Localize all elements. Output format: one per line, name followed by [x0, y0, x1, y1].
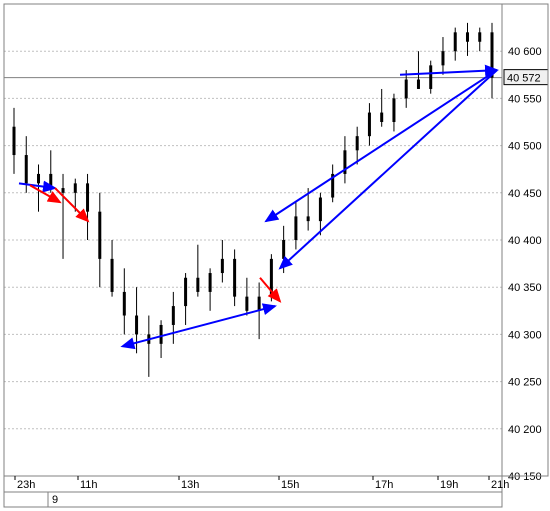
candle-body: [160, 325, 163, 344]
candle-body: [111, 259, 114, 292]
candle-body: [98, 212, 101, 259]
y-axis-label: 40 150: [508, 471, 542, 483]
candle-body: [13, 127, 16, 155]
candle-body: [86, 183, 89, 211]
candle-body: [319, 198, 322, 222]
x-axis-label: 11h: [80, 479, 98, 491]
candle-body: [62, 188, 65, 193]
candle-body: [245, 297, 248, 311]
candle-body: [356, 136, 359, 150]
candle-body: [209, 273, 212, 292]
x-axis-date-label: 9: [52, 494, 58, 506]
candle-body: [466, 32, 469, 41]
price-chart: 40 150 40 200 40 250 40 300 40 350 40 400 40 4…: [0, 0, 550, 511]
y-axis-label: 40 200: [508, 424, 542, 436]
y-axis-label: 40 550: [508, 93, 542, 105]
x-axis-strip: [4, 476, 502, 492]
candle-body: [135, 316, 138, 335]
candle-body: [294, 216, 297, 240]
candle-body: [172, 306, 175, 325]
candle-body: [25, 155, 28, 183]
candle-body: [478, 32, 481, 41]
candle-body: [429, 65, 432, 89]
y-axis-label: 40 350: [508, 282, 542, 294]
candle-body: [49, 174, 52, 188]
candle-body: [221, 259, 224, 273]
y-axis-label: 40 300: [508, 329, 542, 341]
candle-body: [37, 174, 40, 183]
candle-body: [417, 80, 420, 89]
x-axis-label: 23h: [17, 479, 35, 491]
candle-body: [282, 240, 285, 259]
candle-body: [74, 183, 77, 192]
chart-svg: 40 150 40 200 40 250 40 300 40 350 40 400 40 4…: [0, 0, 550, 511]
y-axis-label: 40 250: [508, 377, 542, 389]
candle-body: [307, 216, 310, 221]
candle-body: [184, 278, 187, 306]
candle-body: [368, 113, 371, 137]
candle-body: [196, 278, 199, 292]
candle-body: [233, 259, 236, 297]
y-axis-label: 40 400: [508, 235, 542, 247]
x-axis-label: 21h: [491, 479, 509, 491]
x-axis-label: 13h: [181, 479, 199, 491]
candle-body: [454, 32, 457, 51]
candle-body: [380, 113, 383, 122]
y-axis-label: 40 500: [508, 141, 542, 153]
candle-body: [392, 98, 395, 122]
candle-body: [258, 297, 261, 311]
candle-body: [405, 80, 408, 99]
y-axis-label: 40 450: [508, 188, 542, 200]
candle-body: [123, 292, 126, 316]
candle-body: [441, 51, 444, 65]
x-axis-label: 19h: [440, 479, 458, 491]
x-axis-label: 17h: [375, 479, 393, 491]
current-price-label: 40 572: [507, 73, 541, 85]
x-axis-label: 15h: [281, 479, 299, 491]
x-axis-sub-strip: [4, 492, 502, 507]
y-axis-label: 40 600: [508, 46, 542, 58]
